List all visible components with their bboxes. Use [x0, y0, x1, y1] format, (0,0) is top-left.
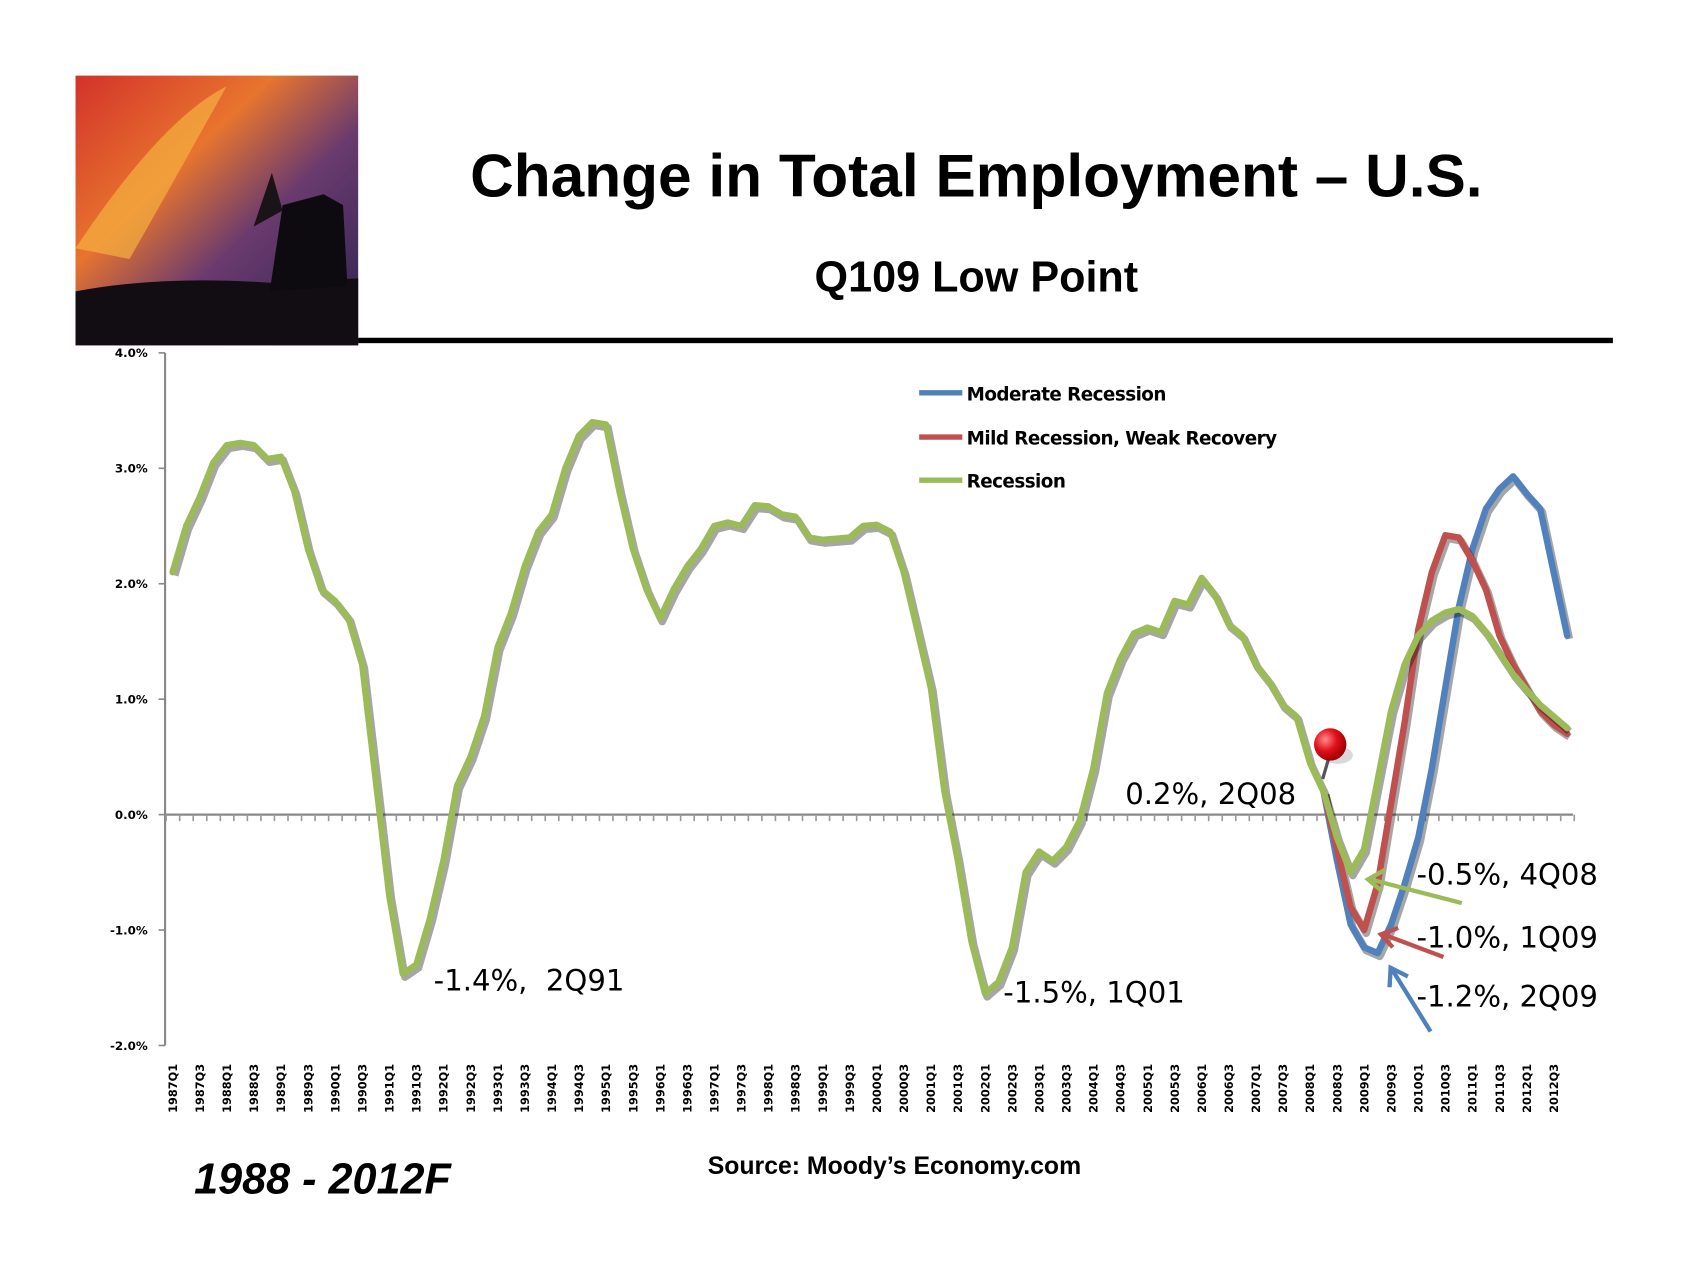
- x-tick-label: 1997Q1: [708, 1064, 722, 1113]
- x-tick-label: 1991Q1: [383, 1064, 397, 1113]
- annotation-2009q2: -1.2%, 2Q09: [1417, 980, 1598, 1014]
- y-tick-label: 0.0%: [115, 808, 148, 822]
- annotations: -1.4%, 2Q91 -1.5%, 1Q01 0.2%, 2Q08 -0.5%…: [434, 777, 1598, 1033]
- x-tick-label: 2000Q1: [870, 1064, 884, 1113]
- arrow-green: [1364, 867, 1463, 906]
- x-tick-label: 1998Q1: [762, 1064, 776, 1113]
- x-tick-label: 1990Q1: [328, 1064, 342, 1113]
- y-tick-label: -2.0%: [110, 1039, 148, 1053]
- x-tick-label: 2012Q3: [1547, 1064, 1561, 1113]
- x-tick-label: 2009Q1: [1357, 1064, 1371, 1113]
- x-tick-label: 2012Q1: [1520, 1064, 1534, 1113]
- x-tick-label: 2010Q3: [1439, 1064, 1453, 1113]
- series-shadow: [171, 421, 1572, 1001]
- x-tick-label: 1989Q1: [274, 1064, 288, 1113]
- annotation-2008q4: -0.5%, 4Q08: [1417, 858, 1598, 892]
- x-tick-label: 1998Q3: [789, 1064, 803, 1113]
- x-tick-label: 1987Q1: [166, 1064, 180, 1113]
- x-tick-label: 2003Q1: [1032, 1064, 1046, 1113]
- x-tick-label: 2001Q1: [924, 1064, 938, 1113]
- x-tick-label: 1999Q3: [843, 1064, 857, 1113]
- x-tick-label: 2004Q3: [1114, 1064, 1128, 1113]
- chart-subtitle: Q109 Low Point: [815, 253, 1139, 301]
- legend-label-recession: Recession: [967, 472, 1066, 493]
- x-tick-label: 1993Q3: [518, 1064, 532, 1113]
- x-tick-label: 2007Q1: [1249, 1064, 1263, 1113]
- legend-label-moderate: Moderate Recession: [967, 384, 1166, 405]
- x-tick-label: 1996Q3: [680, 1064, 694, 1113]
- x-tick-label: 2010Q1: [1412, 1064, 1426, 1113]
- pushpin-icon: [1314, 728, 1353, 780]
- legend-label-mild: Mild Recession, Weak Recovery: [967, 429, 1277, 450]
- chart-title: Change in Total Employment – U.S.: [470, 141, 1482, 209]
- annotation-1991: -1.4%, 2Q91: [434, 963, 625, 997]
- y-tick-label: 3.0%: [115, 462, 148, 476]
- x-tick-label: 1988Q1: [220, 1064, 234, 1113]
- x-tick-label: 1999Q1: [816, 1064, 830, 1113]
- x-tick-label: 2007Q3: [1276, 1064, 1290, 1113]
- source-note: Source: Moody’s Economy.com: [708, 1153, 1081, 1180]
- x-tick-label: 1992Q3: [464, 1064, 478, 1113]
- x-tick-label: 2001Q3: [951, 1064, 965, 1113]
- x-tick-label: 1994Q3: [572, 1064, 586, 1113]
- y-tick-label: 2.0%: [115, 577, 148, 591]
- arrow-red: [1377, 925, 1445, 960]
- x-tick-label: 1991Q3: [410, 1064, 424, 1113]
- x-tick-label: 2008Q1: [1303, 1064, 1317, 1113]
- x-tick-label: 2011Q1: [1466, 1064, 1480, 1113]
- x-tick-label: 1997Q3: [735, 1064, 749, 1113]
- x-tick-label: 1992Q1: [437, 1064, 451, 1113]
- x-tick-label: 1994Q1: [545, 1064, 559, 1113]
- x-tick-label: 2002Q3: [1005, 1064, 1019, 1113]
- x-tick-label: 2002Q1: [978, 1064, 992, 1113]
- x-tick-label: 2011Q3: [1493, 1064, 1507, 1113]
- annotation-2001: -1.5%, 1Q01: [1003, 975, 1184, 1009]
- annotation-2008q2: 0.2%, 2Q08: [1125, 777, 1296, 811]
- y-tick-label: 1.0%: [115, 692, 148, 706]
- y-tick-label: 4.0%: [115, 346, 148, 360]
- arrow-blue: [1387, 964, 1433, 1033]
- x-tick-label: 2003Q3: [1060, 1064, 1074, 1113]
- x-tick-label: 2000Q3: [897, 1064, 911, 1113]
- x-tick-label: 1990Q3: [355, 1064, 369, 1113]
- x-tick-label: 1995Q1: [599, 1064, 613, 1113]
- oil-rig-sunset-photo: [75, 75, 359, 346]
- x-tick-label: 1993Q1: [491, 1064, 505, 1113]
- x-tick-label: 1988Q3: [247, 1064, 261, 1113]
- annotation-2009q1: -1.0%, 1Q09: [1417, 920, 1598, 954]
- x-tick-label: 2006Q1: [1195, 1064, 1209, 1113]
- x-tick-label: 1987Q3: [193, 1064, 207, 1113]
- title-divider: [358, 337, 1613, 344]
- period-label: 1988 - 2012F: [194, 1155, 452, 1203]
- x-tick-label: 2005Q1: [1141, 1064, 1155, 1113]
- x-tick-label: 2008Q3: [1330, 1064, 1344, 1113]
- x-tick-label: 2004Q1: [1087, 1064, 1101, 1113]
- x-tick-label: 2005Q3: [1168, 1064, 1182, 1113]
- x-tick-label: 2009Q3: [1384, 1064, 1398, 1113]
- y-tick-label: -1.0%: [110, 923, 148, 937]
- x-tick-label: 1996Q1: [653, 1064, 667, 1113]
- series-line-recession: [169, 418, 1571, 997]
- legend: Moderate Recession Mild Recession, Weak …: [919, 384, 1278, 493]
- x-tick-label: 1995Q3: [626, 1064, 640, 1113]
- x-tick-label: 1989Q3: [301, 1064, 315, 1113]
- x-tick-label: 2006Q3: [1222, 1064, 1236, 1113]
